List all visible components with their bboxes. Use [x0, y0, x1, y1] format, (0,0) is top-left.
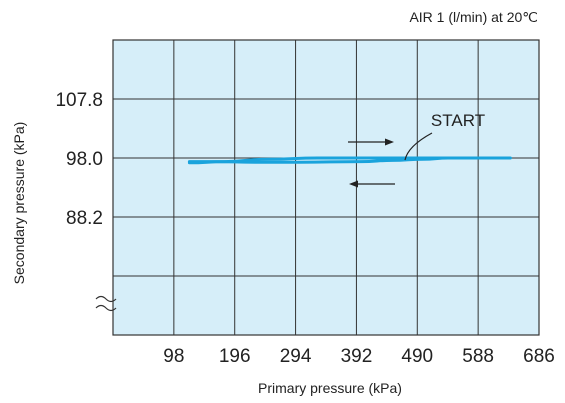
direction-arrow-left	[349, 180, 395, 188]
x-tick-label: 196	[219, 346, 251, 367]
y-tick-label: 98.0	[66, 149, 103, 170]
x-tick-label: 490	[401, 346, 433, 367]
series-line-decreasing	[187, 156, 450, 164]
direction-arrow-right	[348, 138, 394, 146]
plot-area	[113, 40, 539, 335]
y-tick-label: 107.8	[55, 90, 103, 111]
x-tick-label: 294	[280, 346, 312, 367]
x-tick-label: 686	[523, 346, 555, 367]
x-tick-label: 588	[462, 346, 494, 367]
start-leader-line	[404, 132, 433, 161]
plot-frame	[112, 39, 540, 336]
tick-labels: 98 196 294 392 490 588 686 107.8 98.0 88.2	[55, 90, 554, 367]
x-axis-label: Primary pressure (kPa)	[258, 380, 402, 396]
chart-header: AIR 1 (l/min) at 20℃	[409, 9, 538, 25]
start-annotation: START	[431, 111, 485, 130]
y-tick-label: 88.2	[66, 208, 103, 229]
axis-break-mark	[95, 295, 117, 312]
x-tick-label: 98	[163, 346, 184, 367]
series-group	[187, 156, 512, 165]
y-axis-label: Secondary pressure (kPa)	[11, 122, 27, 285]
x-tick-label: 392	[341, 346, 373, 367]
